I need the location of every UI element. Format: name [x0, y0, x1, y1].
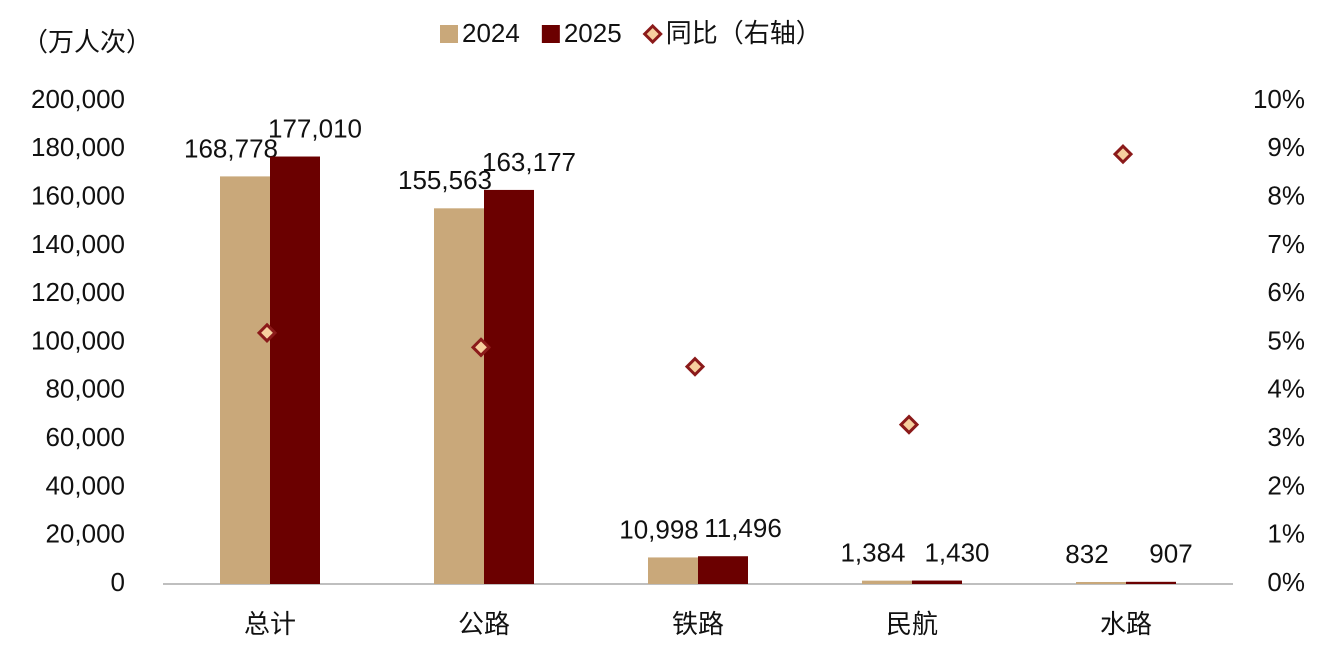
y2-tick-label: 8%: [1267, 180, 1305, 210]
legend-label: 同比（右轴）: [666, 18, 822, 48]
x-tick-label: 总计: [244, 609, 296, 639]
legend-swatch: [440, 25, 458, 43]
marker: [256, 322, 278, 343]
legend-label: 2025: [564, 18, 622, 48]
data-label: 11,496: [704, 513, 782, 543]
legend-swatch: [642, 23, 663, 45]
bar: [862, 580, 912, 584]
y2-tick-label: 6%: [1267, 277, 1305, 307]
data-label: 907: [1149, 539, 1192, 569]
data-label: 1,384: [840, 538, 905, 568]
bar: [1126, 581, 1176, 584]
y2-tick-label: 3%: [1267, 422, 1305, 452]
bar: [912, 580, 962, 584]
y2-tick-label: 9%: [1267, 132, 1305, 162]
y-tick-label: 100,000: [31, 325, 125, 355]
x-tick-label: 水路: [1100, 609, 1152, 639]
x-tick-label: 民航: [886, 609, 938, 639]
legend: 2024 2025 同比（右轴）: [440, 18, 822, 48]
y-tick-label: 140,000: [31, 229, 125, 259]
marker: [684, 356, 706, 377]
data-label: 155,563: [398, 165, 492, 195]
y2-tick-label: 5%: [1267, 325, 1305, 355]
marker: [470, 337, 492, 358]
data-label: 163,177: [482, 147, 576, 177]
x-tick-label: 铁路: [672, 609, 724, 639]
marker: [1112, 144, 1134, 165]
bar: [270, 156, 320, 584]
y-tick-label: 200,000: [31, 84, 125, 114]
y-tick-label: 60,000: [45, 422, 125, 452]
y2-tick-label: 7%: [1267, 229, 1305, 259]
y-tick-label: 180,000: [31, 132, 125, 162]
y-axis-unit: （万人次）: [22, 27, 152, 57]
y-tick-label: 160,000: [31, 180, 125, 210]
y2-tick-label: 1%: [1267, 519, 1305, 549]
bar: [648, 557, 698, 584]
data-label: 832: [1065, 539, 1108, 569]
x-tick-label: 公路: [458, 609, 510, 639]
bar: [484, 189, 534, 584]
data-label: 177,010: [268, 113, 362, 143]
y-tick-label: 120,000: [31, 277, 125, 307]
data-label: 168,778: [184, 133, 278, 163]
legend-label: 2024: [462, 18, 520, 48]
legend-swatch: [541, 25, 560, 43]
y2-tick-label: 10%: [1253, 84, 1305, 114]
data-label: 10,998: [619, 514, 699, 544]
marker: [898, 414, 920, 435]
y-tick-label: 80,000: [45, 374, 125, 404]
y2-tick-label: 0%: [1267, 567, 1305, 597]
bar: [220, 176, 270, 584]
y-tick-label: 0: [111, 567, 125, 597]
y-tick-label: 40,000: [45, 470, 125, 500]
bar: [1076, 581, 1126, 584]
y2-tick-label: 4%: [1267, 374, 1305, 404]
data-label: 1,430: [924, 537, 989, 567]
bar: [434, 208, 484, 584]
y2-tick-label: 2%: [1267, 470, 1305, 500]
y-tick-label: 20,000: [45, 519, 125, 549]
bar: [698, 556, 748, 584]
